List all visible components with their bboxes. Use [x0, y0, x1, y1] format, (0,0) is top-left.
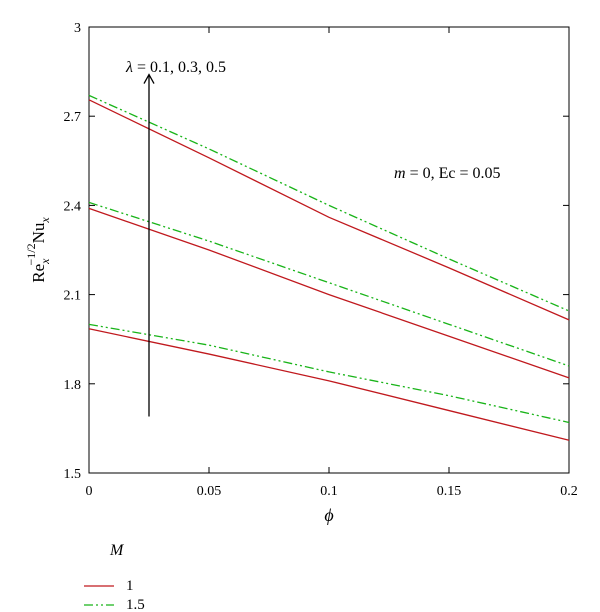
lambda-values: = 0.1, 0.3, 0.5 — [133, 59, 226, 76]
params-m: m — [394, 165, 406, 182]
y-tick-label: 2.7 — [64, 110, 82, 125]
series-line-m1-lambda0_5 — [88, 99, 570, 321]
y-tick-label: 2.4 — [64, 199, 82, 214]
y-label-base: Re — [29, 264, 48, 283]
y-tick-label: 3 — [74, 21, 81, 36]
lambda-arrow-head — [143, 73, 155, 84]
series-line-m1_5-lambda0_3 — [88, 201, 570, 367]
series-line-m1_5-lambda0_1 — [88, 323, 570, 424]
x-tick-label: 0.05 — [197, 484, 222, 499]
legend-label-1: 1 — [126, 578, 134, 594]
legend-label-2: 1.5 — [126, 597, 145, 612]
plot-frame — [88, 26, 570, 474]
x-axis-ticks: 0 0.05 0.1 0.15 0.2 — [86, 27, 578, 499]
series-line-m1-lambda0_1 — [88, 328, 570, 441]
y-axis-label: Rex−1/2Nux — [24, 217, 52, 283]
y-axis-ticks: 1.5 1.8 2.1 2.4 2.7 3 — [64, 21, 569, 482]
lambda-annotation: λ = 0.1, 0.3, 0.5 — [125, 59, 226, 76]
params-annotation: m = 0, Ec = 0.05 — [394, 165, 500, 182]
legend-title: M — [109, 542, 125, 559]
x-tick-label: 0.2 — [560, 484, 578, 499]
y-tick-label: 1.8 — [64, 378, 82, 393]
series-line-m1-lambda0_3 — [88, 207, 570, 379]
series-line-m1_5-lambda0_5 — [88, 94, 570, 312]
lambda-symbol: λ — [125, 59, 133, 76]
y-tick-label: 2.1 — [64, 289, 82, 304]
series-layer — [88, 94, 570, 441]
x-tick-label: 0.1 — [320, 484, 338, 499]
x-tick-label: 0.15 — [437, 484, 462, 499]
y-tick-label: 1.5 — [64, 467, 82, 482]
y-label-sub2: x — [38, 217, 52, 224]
legend: M 1 1.5 — [84, 542, 145, 612]
x-tick-label: 0 — [86, 484, 93, 499]
y-label-sub1: x — [38, 258, 52, 265]
y-label-sup: −1/2 — [24, 243, 38, 265]
params-values: = 0, Ec = 0.05 — [406, 165, 501, 182]
x-axis-label: ϕ — [324, 505, 333, 525]
y-label-mid: Nu — [29, 222, 48, 243]
